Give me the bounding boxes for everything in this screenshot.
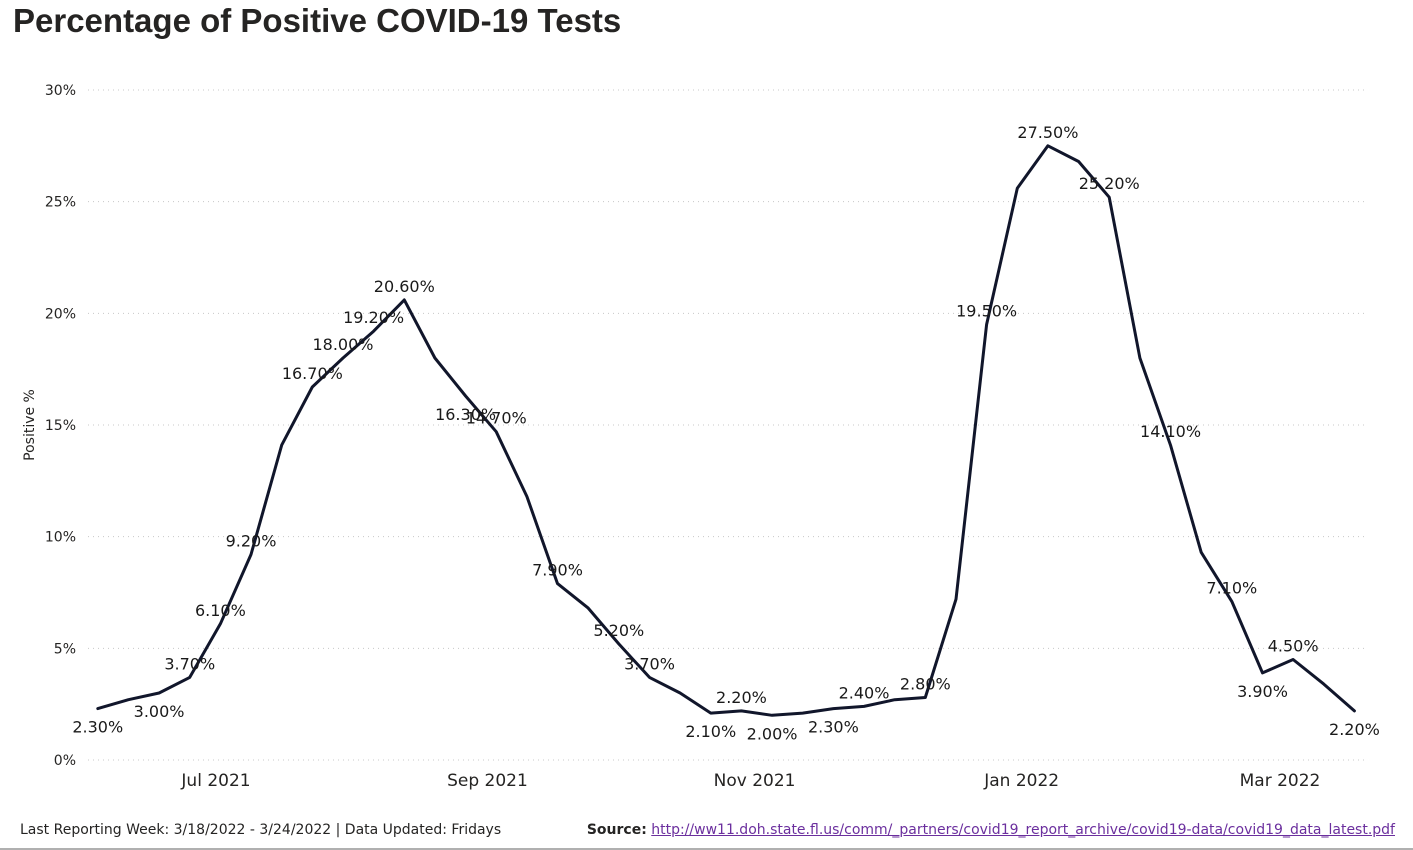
data-label: 19.20% [343,308,404,327]
data-label: 18.00% [312,335,373,354]
y-tick-label: 10% [45,530,76,546]
y-axis-label: Positive % [22,389,38,461]
data-label: 4.50% [1268,637,1319,656]
line-chart: 0% 5% 10% 15% 20% 25% 30% Positive % Jul 2021 S… [22,83,1380,791]
data-label: 7.90% [532,561,583,580]
series-line [96,144,1356,717]
data-labels: 2.30% 3.00% 3.70% 6.10% 9.20% 16.70% 18.00% 19.… [72,123,1380,743]
data-label: 2.80% [900,674,951,693]
data-label: 2.30% [72,718,123,737]
bottom-divider [0,848,1413,850]
data-label: 20.60% [374,277,435,296]
data-label: 5.20% [593,621,644,640]
data-label: 6.10% [195,601,246,620]
x-tick-label: Sep 2021 [447,771,528,791]
series-line-layer [96,144,1356,717]
x-axis-tick-labels: Jul 2021 Sep 2021 Nov 2021 Jan 2022 Mar 2022 [180,771,1320,791]
data-label: 2.00% [747,724,798,743]
data-label: 16.30% [435,405,496,424]
data-label: 14.70% [466,409,527,428]
y-tick-label: 5% [54,641,76,657]
data-label: 27.50% [1017,123,1078,142]
y-tick-label: 30% [45,83,76,99]
data-label: 3.00% [134,702,185,721]
y-tick-label: 20% [45,306,76,322]
y-axis-tick-labels: 0% 5% 10% 15% 20% 25% 30% [45,83,76,769]
y-tick-label: 15% [45,418,76,434]
data-label: 3.70% [624,654,675,673]
x-tick-label: Nov 2021 [714,771,796,791]
data-label: 2.10% [685,722,736,741]
data-label: 2.20% [1329,720,1380,739]
y-tick-label: 25% [45,195,76,211]
x-tick-label: Jan 2022 [983,771,1059,791]
data-label: 2.40% [839,683,890,702]
data-label: 14.10% [1140,422,1201,441]
source-label: Source: [586,822,647,838]
reporting-week-note: Last Reporting Week: 3/18/2022 - 3/24/20… [20,822,502,838]
data-label: 9.20% [226,532,277,551]
x-tick-label: Jul 2021 [180,771,250,791]
data-label: 16.70% [282,364,343,383]
data-label: 2.20% [716,688,767,707]
source-link[interactable]: http://ww11.doh.state.fl.us/comm/_partne… [651,822,1395,838]
y-tick-label: 0% [54,753,76,769]
data-label: 3.70% [164,654,215,673]
data-label: 2.30% [808,718,859,737]
data-label: 25.20% [1079,174,1140,193]
source-note: Source: http://ww11.doh.state.fl.us/comm… [587,822,1395,838]
chart-title: Percentage of Positive COVID-19 Tests [13,2,622,39]
data-label: 7.10% [1206,578,1257,597]
data-label: 3.90% [1237,682,1288,701]
x-tick-label: Mar 2022 [1240,771,1321,791]
data-label: 19.50% [956,302,1017,321]
